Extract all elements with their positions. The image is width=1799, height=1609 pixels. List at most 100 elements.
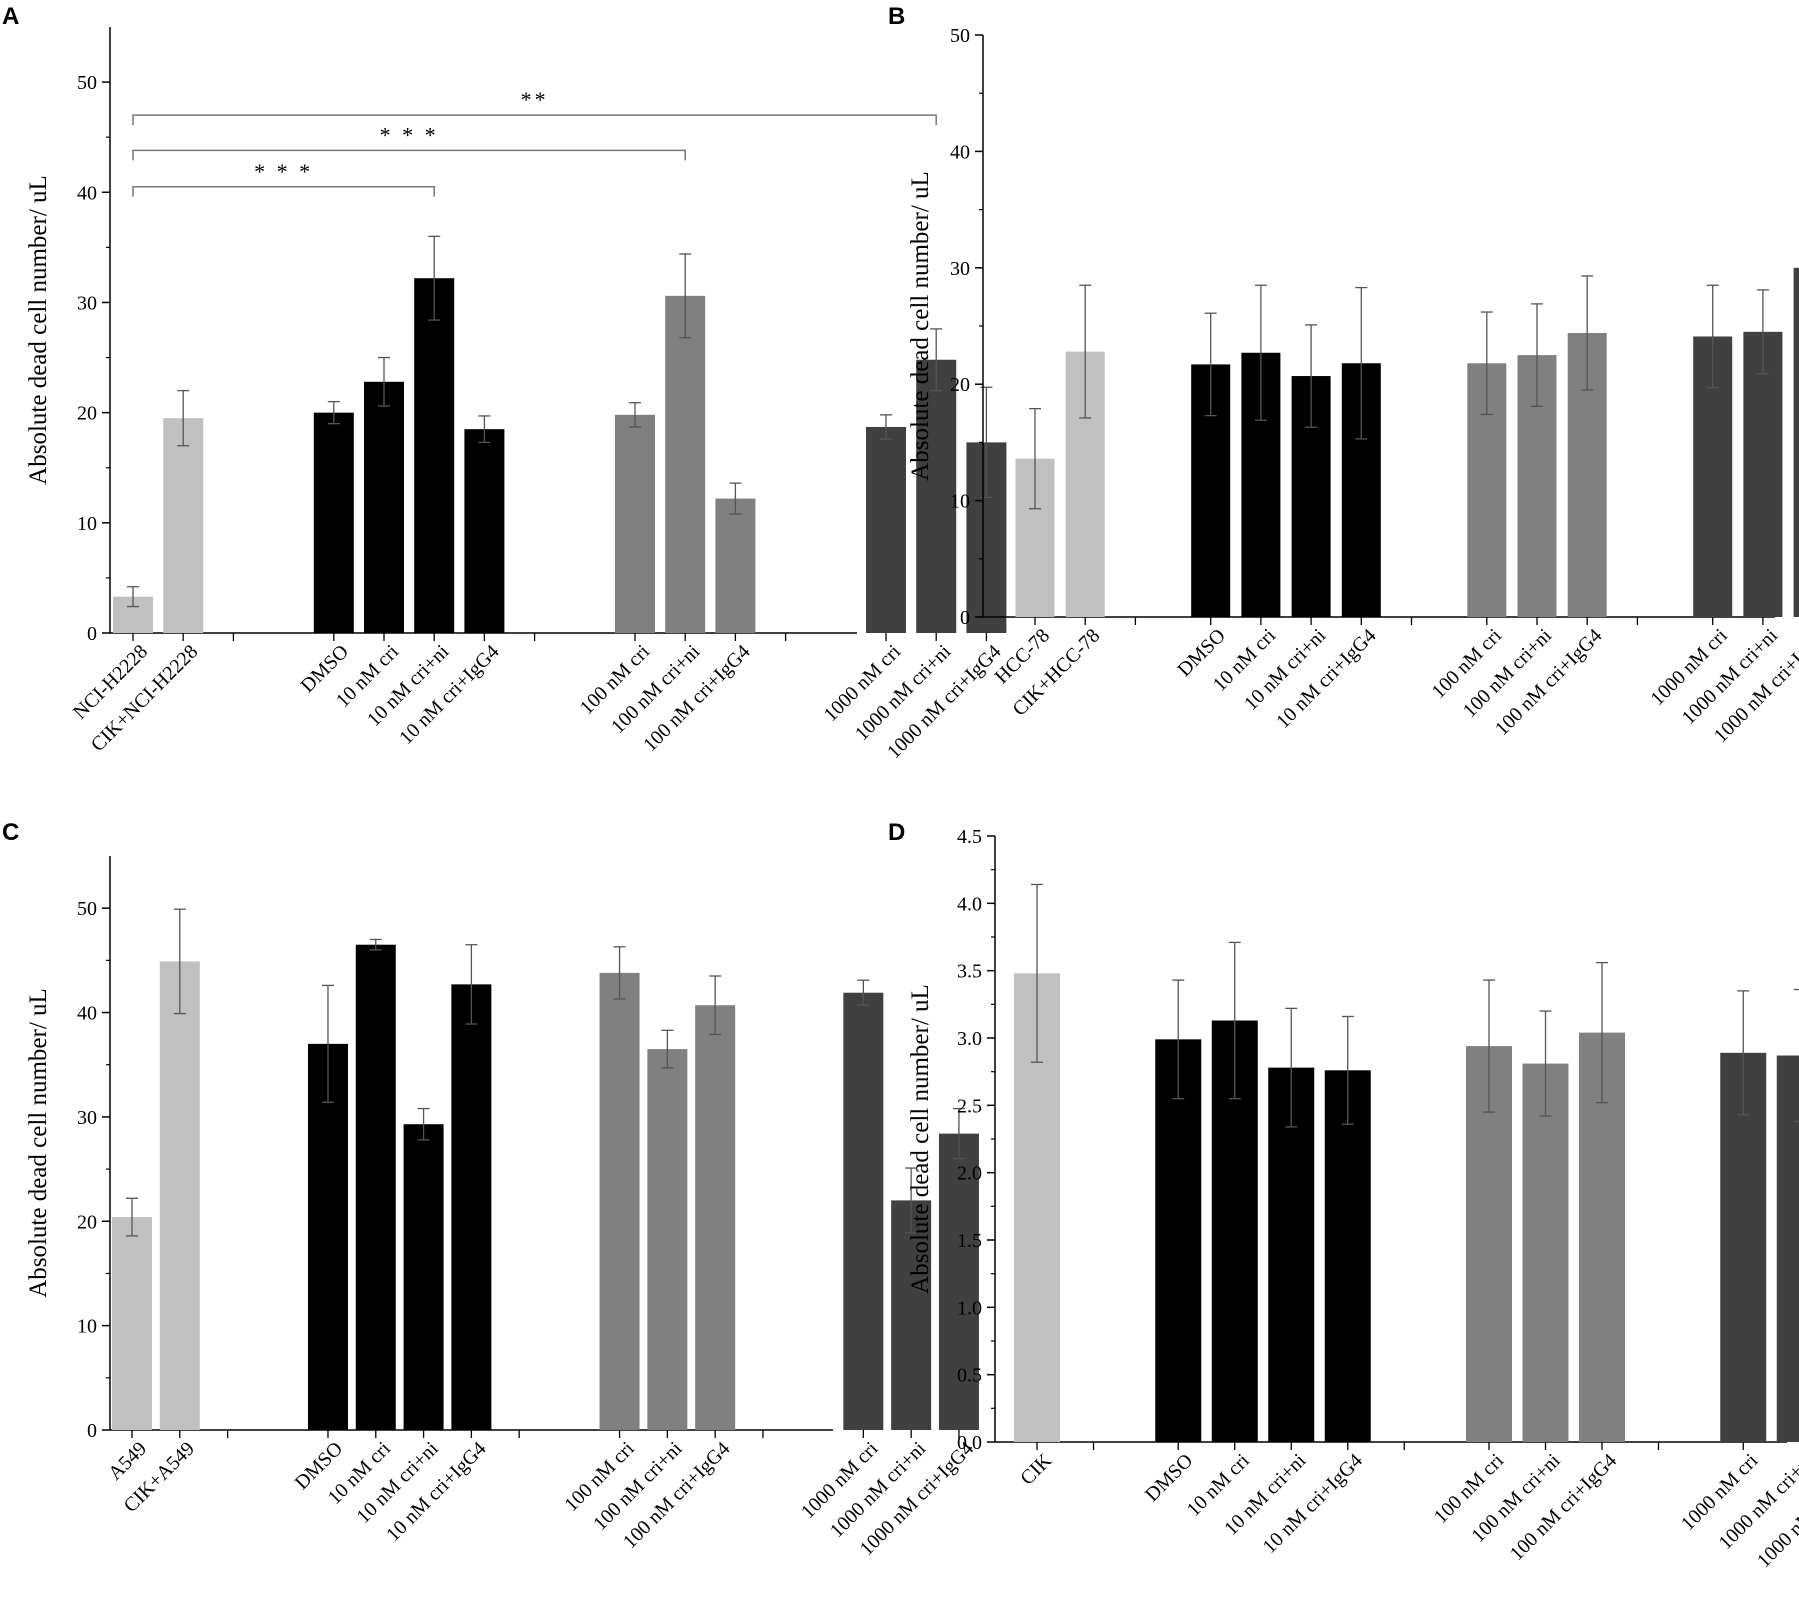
panel-c-y-tick-label: 40 xyxy=(77,1003,97,1025)
panel-c-100-nm-cri-error-bar xyxy=(613,946,626,1000)
panel-a-10-nm-cri-plus-ni-error-bar xyxy=(428,235,441,321)
panel-a-significance-bracket-3: ** xyxy=(132,87,937,126)
panel-c-cik-plus-a549-bar xyxy=(159,961,200,1430)
panel-b-letter: B xyxy=(888,3,905,30)
panel-c-dmso-error-bar xyxy=(321,984,334,1103)
panel-b-y-tick-label: 30 xyxy=(950,258,970,280)
panel-a-1000-nm-cri-plus-ni-error-bar xyxy=(930,328,943,392)
panel-a-y-tick-label: 20 xyxy=(77,403,97,425)
panel-a-y-tick-label: 50 xyxy=(77,72,97,94)
panel-a-dmso-bar xyxy=(313,412,354,633)
panel-d-dmso-error-bar xyxy=(1172,979,1185,1100)
panel-c-y-axis-label: Absolute dead cell number/ uL xyxy=(25,988,52,1298)
panel-b-10-nm-cri-plus-ni-error-bar xyxy=(1305,324,1318,428)
panel-a-100-nm-cri-bar xyxy=(615,414,655,633)
panel-c-letter: C xyxy=(2,819,19,846)
panel-d-10-nm-cri-plus-igg4-error-bar xyxy=(1341,1015,1354,1125)
panel-b-y-axis-label: Absolute dead cell number/ uL xyxy=(907,171,934,481)
panel-d-y-tick-label: 4.5 xyxy=(957,826,982,848)
panel-a-100-nm-cri-plus-igg4-error-bar xyxy=(729,482,742,515)
panel-b-1000-nm-cri-plus-ni-error-bar xyxy=(1756,289,1769,375)
panel-c-100-nm-cri-plus-igg4-bar xyxy=(695,1005,736,1430)
panel-c-1000-nm-cri-plus-ni-bar xyxy=(891,1200,932,1430)
panel-d-100-nm-cri-plus-igg4-error-bar xyxy=(1596,961,1608,1104)
panel-a-1000-nm-cri-bar xyxy=(866,426,906,633)
panel-d-y-tick-label: 1.0 xyxy=(957,1297,982,1319)
panel-c-1000-nm-cri-plus-igg4-error-bar xyxy=(952,1107,965,1160)
panel-c-10-nm-cri-plus-igg4-error-bar xyxy=(465,944,478,1025)
panel-c-100-nm-cri-bar xyxy=(599,972,640,1430)
panel-a: A Absolute dead cell number/ uL 0 10 20 30 40 5… xyxy=(2,3,1007,763)
panel-c-10-nm-cri-plus-ni-error-bar xyxy=(417,1107,430,1141)
panel-d-y-tick-label: 3.0 xyxy=(957,1028,982,1050)
panel-c-1000-nm-cri-plus-igg4-bar xyxy=(938,1133,979,1430)
panel-a-nci-h2228-error-bar xyxy=(127,586,139,608)
panel-a-bracket-line xyxy=(132,186,435,197)
panel-b-dmso-error-bar xyxy=(1204,312,1217,417)
panel-a-significance-label: * * * xyxy=(380,122,439,147)
panel-d-y-tick-label: 0.0 xyxy=(957,1432,982,1454)
panel-b-y-tick-label: 20 xyxy=(950,374,970,396)
panel-b: B Absolute dead cell number/ uL 0 10 20 30 40 5… xyxy=(888,3,1799,747)
panel-b-y-tick-label: 10 xyxy=(950,491,970,513)
panel-d-100-nm-cri-plus-ni-error-bar xyxy=(1539,1010,1552,1117)
panel-d-100-nm-cri-plus-ni-bar xyxy=(1522,1063,1569,1442)
panel-a-100-nm-cri-plus-igg4-bar xyxy=(715,498,756,633)
panel-d: D Absolute dead cell number/ uL 0.0 0.5 1.0 1… xyxy=(888,819,1799,1572)
panel-d-y-tick-label: 4.0 xyxy=(957,893,982,915)
panel-d-y-tick-label: 1.5 xyxy=(957,1230,982,1252)
panel-d-10-nm-cri-plus-igg4-bar xyxy=(1324,1070,1371,1442)
panel-d-1000-nm-cri-bar xyxy=(1720,1052,1767,1442)
panel-c-100-nm-cri-plus-ni-bar xyxy=(647,1049,688,1430)
panel-d-y-axis-label: Absolute dead cell number/ uL xyxy=(907,984,934,1294)
panel-a-10-nm-cri-error-bar xyxy=(378,356,390,407)
panel-c-100-nm-cri-plus-igg4-error-bar xyxy=(709,975,722,1036)
panel-d-1000-nm-cri-error-bar xyxy=(1737,990,1750,1116)
panel-d-10-nm-cri-error-bar xyxy=(1228,941,1241,1100)
panel-a-100-nm-cri-plus-ni-error-bar xyxy=(679,253,692,339)
panel-d-100-nm-cri-plus-igg4-label: 100 nM cri+IgG4 xyxy=(1506,1450,1621,1565)
panel-c-y-tick-label: 20 xyxy=(77,1211,97,1233)
panel-b-100-nm-cri-plus-igg4-error-bar xyxy=(1581,275,1594,391)
panel-b-100-nm-cri-error-bar xyxy=(1480,311,1493,416)
panel-a-1000-nm-cri-error-bar xyxy=(880,414,892,440)
panel-a-bracket-line xyxy=(132,149,686,161)
panel-d-letter: D xyxy=(888,819,905,846)
panel-c-1000-nm-cri-error-bar xyxy=(857,979,870,1006)
panel-c-y-tick-label: 50 xyxy=(77,898,97,920)
panel-b-cik-plus-hcc-78-error-bar xyxy=(1079,284,1092,419)
panel-d-1000-nm-cri-plus-ni-error-bar xyxy=(1793,988,1799,1123)
panel-c-cik-plus-a549-error-bar xyxy=(173,908,186,1015)
panel-b-1000-nm-cri-plus-igg4-bar xyxy=(1793,267,1799,617)
panel-d-100-nm-cri-error-bar xyxy=(1483,979,1495,1113)
panel-d-10-nm-cri-plus-ni-bar xyxy=(1268,1067,1315,1442)
panel-a-y-tick-label: 10 xyxy=(77,513,97,535)
panel-b-y-tick-label: 0 xyxy=(960,607,970,629)
panel-a-1000-nm-cri-plus-ni-bar xyxy=(916,359,957,633)
panel-b-y-tick-label: 40 xyxy=(950,141,970,163)
panel-a-100-nm-cri-error-bar xyxy=(629,402,641,428)
panel-c-10-nm-cri-error-bar xyxy=(369,938,382,951)
panel-b-hcc-78-error-bar xyxy=(1029,407,1041,510)
panel-c-dmso-bar xyxy=(307,1043,348,1430)
panel-a-y-tick-label: 40 xyxy=(77,182,97,204)
panel-d-10-nm-cri-plus-igg4-label: 10 nM cri+IgG4 xyxy=(1259,1450,1367,1558)
panel-c: C Absolute dead cell number/ uL 0 10 20 30 40 5… xyxy=(2,819,979,1560)
panel-d-dmso-bar xyxy=(1155,1039,1202,1442)
panel-b-y-tick-label: 50 xyxy=(950,25,970,47)
panel-c-1000-nm-cri-bar xyxy=(843,992,884,1430)
panel-a-cik-plus-nci-h2228-error-bar xyxy=(177,389,190,447)
panel-a-dmso-error-bar xyxy=(327,400,340,425)
panel-d-y-tick-label: 0.5 xyxy=(957,1365,982,1387)
panel-b-1000-nm-cri-error-bar xyxy=(1706,284,1719,389)
panel-d-cik-error-bar xyxy=(1031,883,1043,1063)
panel-a-10-nm-cri-bar xyxy=(364,381,404,633)
panel-a-10-nm-cri-plus-igg4-error-bar xyxy=(478,415,491,444)
panel-c-y-tick-label: 0 xyxy=(87,1420,97,1442)
panel-c-y-tick-label: 10 xyxy=(77,1316,97,1338)
panel-c-10-nm-cri-plus-ni-bar xyxy=(403,1124,444,1430)
panel-c-10-nm-cri-plus-igg4-bar xyxy=(451,984,492,1430)
panel-b-100-nm-cri-plus-ni-error-bar xyxy=(1531,303,1543,407)
panel-d-1000-nm-cri-plus-ni-bar xyxy=(1776,1055,1799,1442)
